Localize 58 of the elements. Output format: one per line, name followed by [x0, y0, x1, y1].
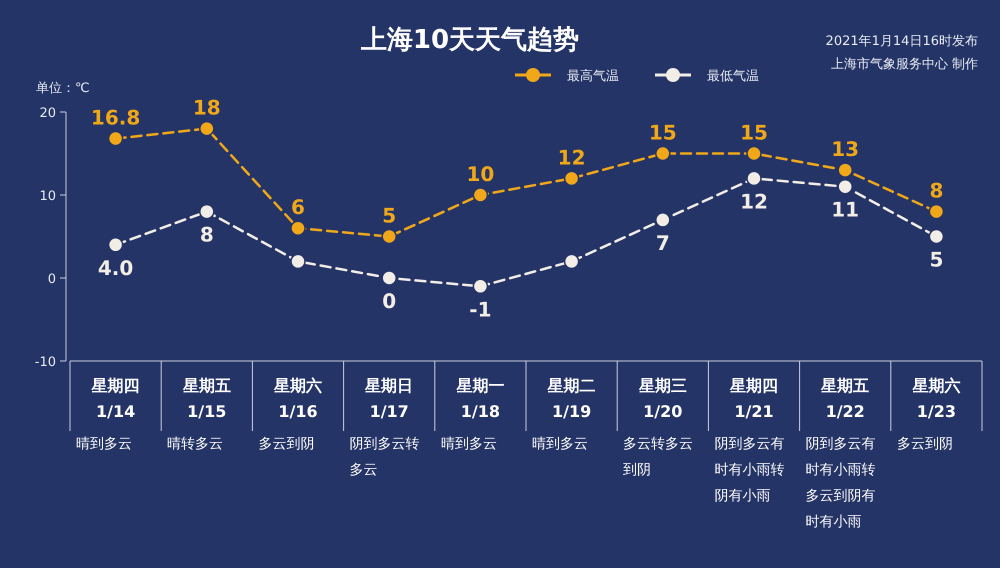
data-label: 6: [291, 195, 305, 220]
y-tick-label: 20: [39, 106, 56, 121]
data-label: -1: [469, 297, 492, 322]
data-label: 18: [192, 96, 221, 120]
point: [290, 220, 306, 236]
point: [290, 254, 306, 270]
data-label: 15: [648, 120, 677, 144]
x-tick-label: 星期三 1/20 多云转多云到阴: [623, 376, 694, 478]
y-axis-title: 单位：℃: [36, 81, 90, 96]
data-label: 16.8: [90, 106, 140, 130]
point: [655, 146, 671, 162]
legend-label: 最高气温: [567, 68, 619, 84]
text: 上海市气象服务中心 制作: [830, 56, 978, 72]
point: [108, 237, 124, 253]
x-tick-label: 星期四 1/21 阴到多云有时有小雨转阴有小雨: [714, 376, 784, 504]
data-label: 4.0: [98, 256, 134, 280]
point: [746, 170, 762, 186]
point: [199, 120, 215, 136]
x-tick-label: 星期一 1/18 晴到多云: [440, 376, 504, 452]
chart-subtitle: 2021年1月14日16时发布: [826, 34, 978, 49]
point: [381, 228, 397, 244]
data-label: 12: [740, 189, 768, 214]
point: [746, 146, 762, 162]
x-tick-label: 星期二 1/19 晴到多云: [532, 376, 596, 452]
point: [472, 278, 488, 294]
point: [837, 162, 853, 178]
x-tick-label: 星期六 1/23 多云到阴: [896, 376, 960, 452]
data-label: 11: [831, 198, 860, 222]
point: [655, 212, 671, 228]
x-tick-label: 星期日 1/17 阴到多云转多云: [350, 376, 420, 478]
point: [381, 270, 397, 286]
point: [837, 178, 853, 194]
y-tick-label: 10: [39, 189, 56, 204]
data-label: 5: [929, 248, 944, 272]
point: [564, 254, 580, 270]
data-label: 12: [558, 145, 586, 170]
point: [472, 187, 488, 203]
chart-title: 上海10天天气趋势: [360, 25, 580, 55]
x-tick-label: 星期五 1/15 晴转多云: [167, 376, 231, 452]
y-tick-label: -10: [34, 355, 56, 370]
x-tick-label: 星期五 1/22 阴到多云有时有小雨转多云到阴有时有小雨: [806, 376, 876, 530]
data-label: 7: [656, 230, 670, 255]
point: [108, 130, 124, 146]
data-label: 5: [382, 204, 396, 228]
data-label: 10: [466, 162, 494, 186]
point: [564, 170, 580, 186]
data-label: 8: [200, 222, 214, 247]
data-label: 8: [929, 178, 944, 203]
data-label: 0: [382, 289, 396, 313]
x-tick-label: 星期六 1/16 多云到阴: [258, 376, 322, 452]
point: [928, 228, 944, 244]
data-label: 13: [831, 137, 860, 162]
point: [928, 204, 944, 220]
data-label: 15: [740, 120, 768, 144]
x-tick-label: 星期四 1/14 晴到多云: [76, 376, 140, 452]
point: [199, 204, 215, 220]
legend-label: 最低气温: [707, 69, 759, 84]
y-tick-label: 0: [48, 272, 56, 287]
